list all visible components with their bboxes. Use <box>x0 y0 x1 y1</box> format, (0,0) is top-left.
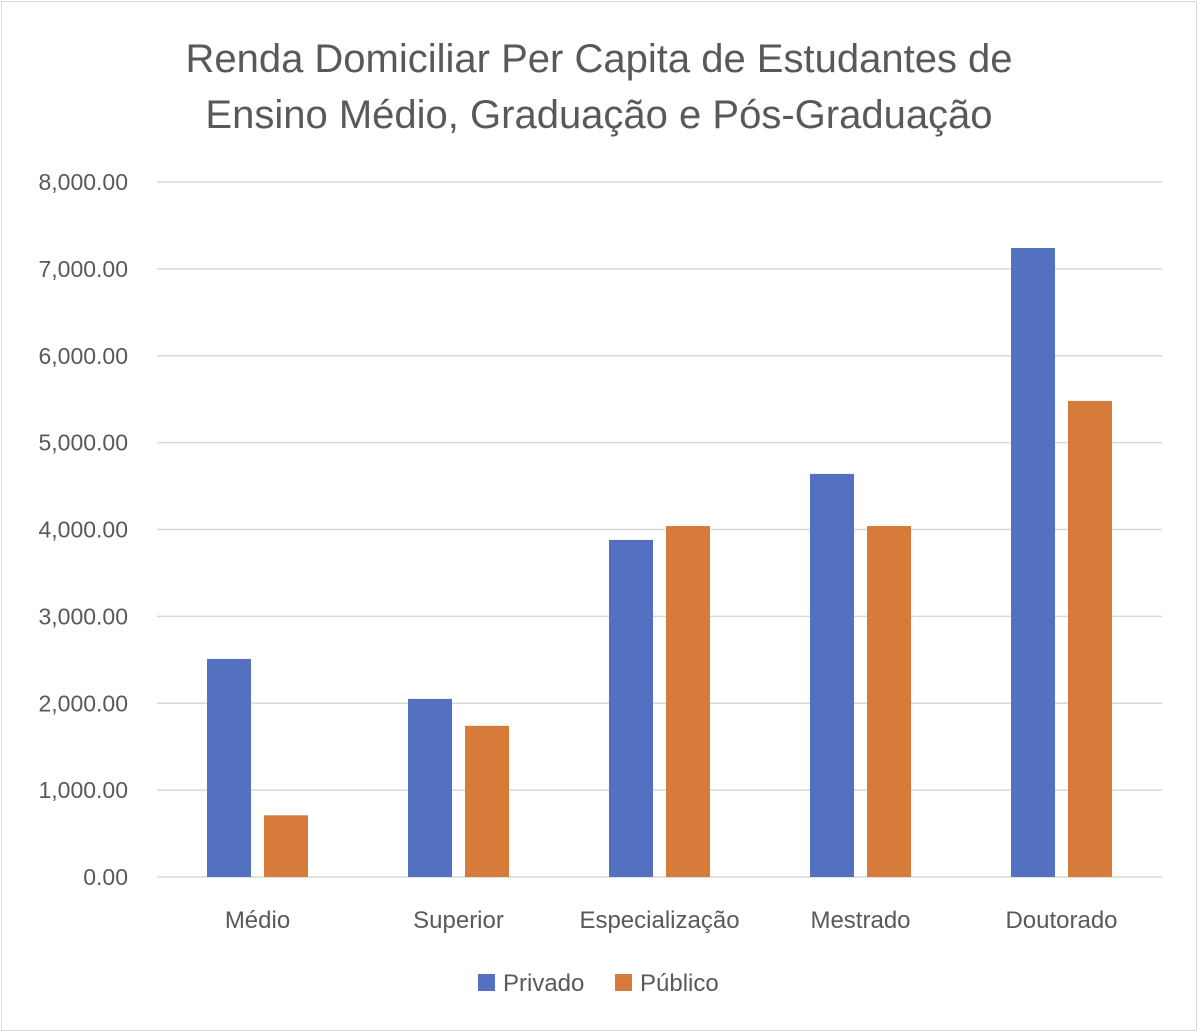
bar-p-blico-doutorado <box>1068 400 1112 877</box>
gridlines <box>157 181 1162 878</box>
bars <box>207 248 1112 877</box>
chart-title-line-1: Renda Domiciliar Per Capita de Estudante… <box>185 37 1012 81</box>
bar-p-blico-superior <box>465 725 509 877</box>
legend-swatch <box>615 974 632 991</box>
y-tick-label: 7,000.00 <box>38 256 128 282</box>
chart-title-line-2: Ensino Médio, Graduação e Pós-Graduação <box>205 93 992 137</box>
legend: Privado Público <box>478 970 719 997</box>
y-tick-label: 2,000.00 <box>38 690 128 716</box>
legend-label: Público <box>640 970 719 997</box>
bar-privado-m-dio <box>207 658 251 877</box>
x-axis-category-labels: Médio Superior Especialização Mestrado Douto… <box>225 907 1118 934</box>
x-category-label: Especialização <box>579 907 739 934</box>
x-category-label: Doutorado <box>1005 907 1117 934</box>
y-tick-label: 8,000.00 <box>38 169 128 195</box>
bar-p-blico-m-dio <box>264 815 308 877</box>
y-tick-label: 6,000.00 <box>38 343 128 369</box>
bar-p-blico-especializa-o <box>666 526 710 877</box>
y-tick-label: 1,000.00 <box>38 777 128 803</box>
x-category-label: Superior <box>413 907 504 934</box>
y-tick-label: 5,000.00 <box>38 430 128 456</box>
bar-p-blico-mestrado <box>867 526 911 877</box>
chart-title: Renda Domiciliar Per Capita de Estudante… <box>185 37 1012 137</box>
bar-privado-mestrado <box>810 473 854 877</box>
y-axis-tick-labels: 0.00 1,000.00 2,000.00 3,000.00 4,000.00 5,00… <box>38 169 128 890</box>
bar-privado-especializa-o <box>609 539 653 877</box>
y-tick-label: 4,000.00 <box>38 517 128 543</box>
x-category-label: Médio <box>225 907 290 934</box>
bar-privado-doutorado <box>1011 248 1055 877</box>
legend-label: Privado <box>503 970 584 997</box>
y-tick-label: 3,000.00 <box>38 603 128 629</box>
legend-swatch <box>478 974 495 991</box>
bar-privado-superior <box>408 698 452 877</box>
x-category-label: Mestrado <box>810 907 910 934</box>
y-tick-label: 0.00 <box>83 864 128 890</box>
